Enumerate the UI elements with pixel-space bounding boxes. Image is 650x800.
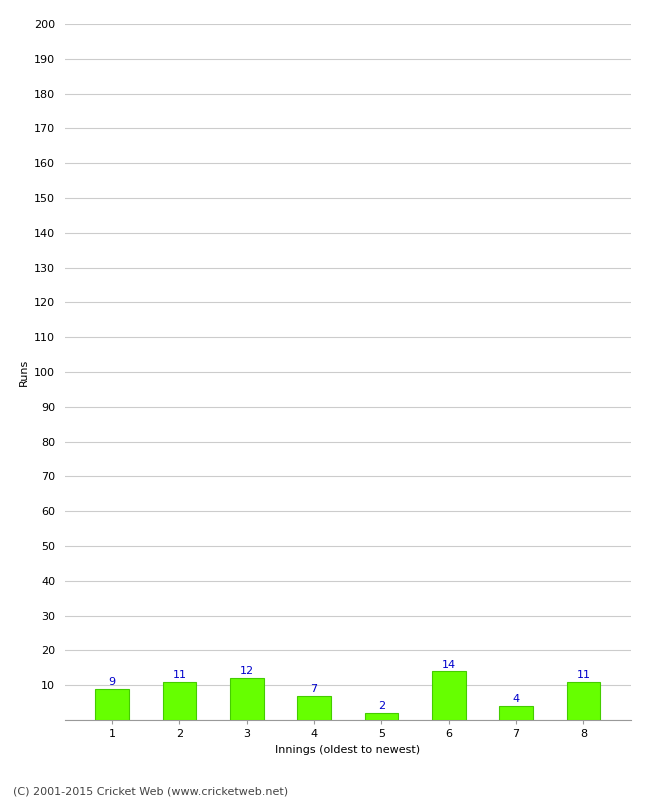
Text: 9: 9 bbox=[109, 677, 116, 687]
Bar bbox=[567, 682, 600, 720]
Text: 14: 14 bbox=[441, 659, 456, 670]
Text: 7: 7 bbox=[311, 684, 318, 694]
Bar bbox=[499, 706, 533, 720]
Y-axis label: Runs: Runs bbox=[19, 358, 29, 386]
Bar bbox=[297, 696, 331, 720]
X-axis label: Innings (oldest to newest): Innings (oldest to newest) bbox=[275, 745, 421, 754]
Text: 12: 12 bbox=[240, 666, 254, 677]
Bar bbox=[96, 689, 129, 720]
Bar bbox=[230, 678, 264, 720]
Bar bbox=[432, 671, 465, 720]
Text: 2: 2 bbox=[378, 702, 385, 711]
Bar bbox=[162, 682, 196, 720]
Bar bbox=[365, 713, 398, 720]
Text: 4: 4 bbox=[512, 694, 519, 704]
Text: 11: 11 bbox=[172, 670, 187, 680]
Text: (C) 2001-2015 Cricket Web (www.cricketweb.net): (C) 2001-2015 Cricket Web (www.cricketwe… bbox=[13, 786, 288, 796]
Text: 11: 11 bbox=[577, 670, 590, 680]
